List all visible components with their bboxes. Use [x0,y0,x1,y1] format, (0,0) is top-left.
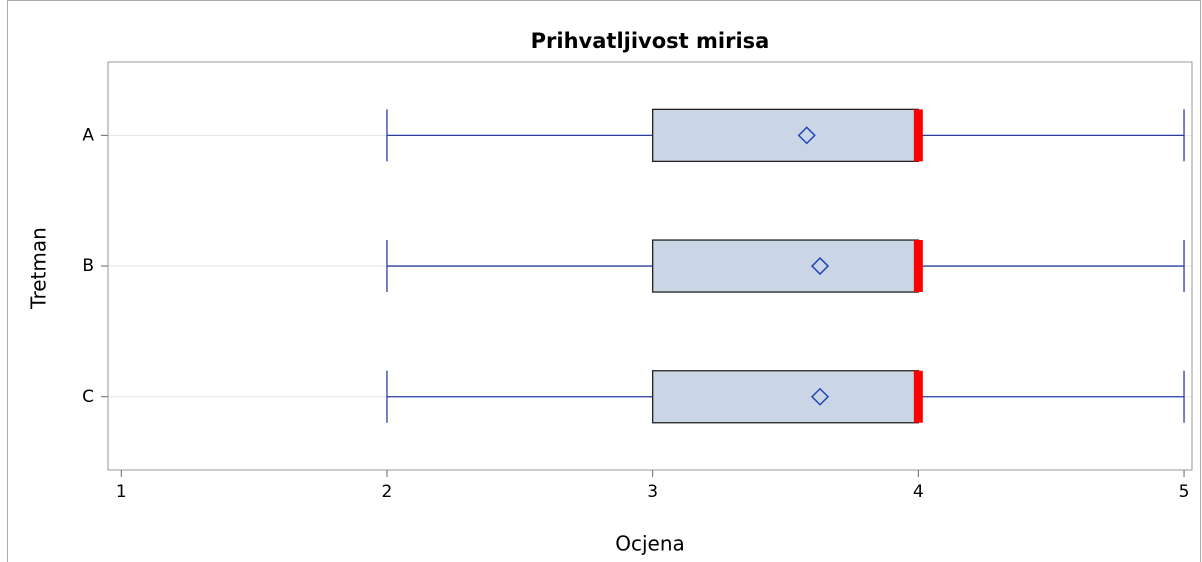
mean-marker [810,387,830,406]
x-tick-label: 2 [382,482,393,502]
x-tick-label: 4 [913,482,924,502]
box [652,370,919,424]
box [652,108,919,162]
x-axis-label: Ocjena [615,532,685,556]
y-tick-label: C [82,387,94,407]
y-tick-label: A [82,125,94,145]
y-tick-label: B [82,256,94,276]
mean-marker [797,126,816,145]
plot-frame [107,61,1193,471]
x-tick-label: 1 [116,482,127,502]
outer-frame [7,0,1201,562]
x-tick-label: 3 [647,482,658,502]
mean-marker [810,256,830,276]
box [652,239,919,293]
chart-title: Prihvatljivost mirisa [531,29,770,53]
y-axis-label: Tretman [27,227,51,310]
x-tick-label: 5 [1179,482,1190,502]
